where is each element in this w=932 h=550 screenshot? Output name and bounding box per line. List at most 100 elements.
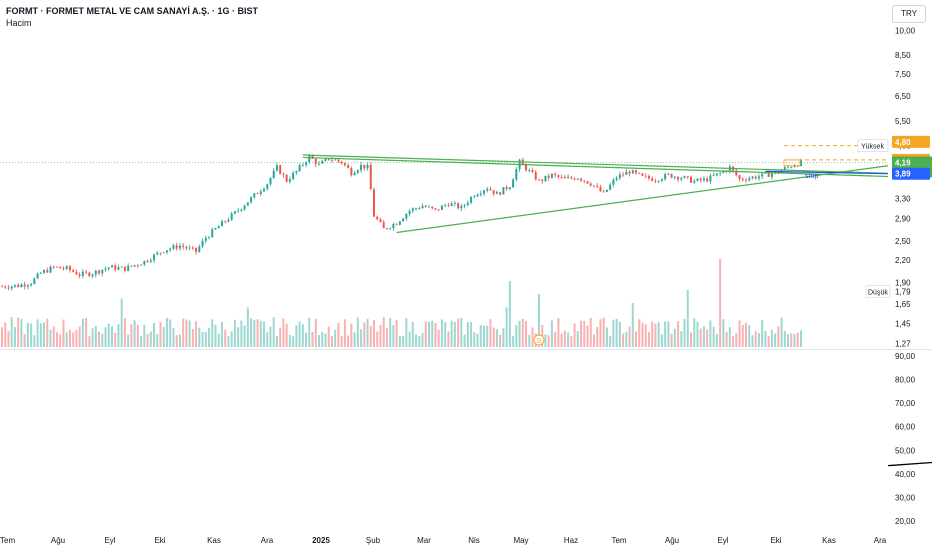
candle-body: [570, 177, 573, 179]
currency-selector[interactable]: TRY: [892, 5, 926, 23]
volume-bar: [505, 307, 508, 347]
candle-body: [382, 222, 385, 229]
candle-body: [298, 165, 301, 171]
price-tick-label: 1,65: [895, 300, 911, 309]
candle-body: [573, 178, 576, 180]
blue-badge-bg: [892, 167, 930, 180]
volume-bar: [563, 330, 566, 347]
candle-body: [609, 184, 612, 190]
candle-body: [712, 175, 715, 177]
volume-bar: [269, 326, 272, 347]
candle-body: [706, 178, 709, 182]
volume-bar: [353, 332, 356, 347]
candle-body: [440, 205, 443, 210]
candle-body: [172, 245, 175, 249]
volume-bar: [398, 335, 401, 347]
volume-bar: [314, 318, 317, 347]
candle-body: [664, 174, 667, 180]
volume-bar: [143, 324, 146, 347]
volume-bar: [204, 332, 207, 347]
time-axis-label: Tem: [611, 536, 626, 545]
candle-body: [75, 271, 78, 275]
volume-bar: [492, 327, 495, 347]
volume-bar: [117, 323, 120, 347]
candle-body: [683, 176, 686, 179]
volume-bar: [673, 329, 676, 347]
volume-bar: [537, 294, 540, 347]
volume-bar: [635, 331, 638, 347]
volume-bar: [722, 319, 725, 347]
candle-body: [466, 202, 469, 205]
volume-bar: [366, 318, 369, 347]
candle-body: [793, 165, 796, 168]
candle-body: [285, 174, 288, 182]
candle-body: [110, 265, 113, 268]
volume-bar: [754, 331, 757, 347]
candle-body: [735, 170, 738, 176]
volume-bar: [686, 289, 689, 347]
candle-body: [318, 163, 321, 165]
candle-body: [657, 180, 660, 182]
price-tick-label: 5,50: [895, 117, 911, 126]
volume-bar: [495, 329, 498, 347]
trendline-upper: [302, 154, 889, 174]
candle-body: [143, 260, 146, 265]
time-axis-label: Ağu: [665, 536, 679, 545]
candle-body: [398, 221, 401, 225]
candle-body: [266, 184, 269, 189]
candle-body: [563, 176, 566, 179]
candle-body: [748, 178, 751, 181]
volume-bar: [479, 325, 482, 347]
candle-body: [376, 216, 379, 220]
volume-bar: [175, 335, 178, 347]
candle-body: [191, 247, 194, 249]
volume-bar: [777, 326, 780, 347]
volume-bar: [644, 324, 647, 347]
volume-bar: [4, 322, 7, 347]
candle-body: [534, 172, 537, 180]
event-marker-label: S: [537, 338, 542, 345]
time-axis-label: Eki: [770, 536, 781, 545]
candle-body: [693, 180, 696, 183]
candle-body: [427, 206, 430, 208]
volume-bar: [521, 318, 524, 347]
volume-bar: [224, 329, 227, 347]
price-tick-label: 8,50: [895, 51, 911, 60]
candle-body: [81, 271, 84, 276]
yuksek-label-bg: [857, 139, 889, 152]
trendline-lower: [396, 165, 889, 234]
volume-bar: [405, 318, 408, 347]
volume-indicator-label[interactable]: Hacim: [6, 18, 32, 28]
candle-body: [463, 204, 466, 207]
volume-bar: [343, 319, 346, 347]
candle-body: [622, 174, 625, 176]
candle-body: [165, 250, 168, 253]
candle-body: [415, 208, 418, 210]
volume-bar: [272, 317, 275, 347]
dusuk-value: 1,79: [895, 287, 911, 296]
volume-bar: [17, 317, 20, 347]
candle-body: [699, 178, 702, 181]
symbol-title: FORMT · FORMET METAL VE CAM SANAYİ A.Ş. …: [6, 6, 259, 16]
candle-body: [453, 203, 456, 205]
volume-bar: [418, 336, 421, 347]
volume-bar: [489, 319, 492, 347]
candle-body: [667, 173, 670, 175]
candle-body: [722, 171, 725, 173]
candle-body: [175, 245, 178, 249]
volume-bar: [460, 317, 463, 347]
volume-bar: [130, 324, 133, 347]
volume-bar: [23, 334, 26, 347]
candle-body: [790, 166, 793, 168]
volume-bar: [10, 317, 13, 347]
candle-body: [120, 266, 123, 268]
candle-body: [204, 238, 207, 241]
candle-body: [275, 165, 278, 171]
volume-bar: [36, 319, 39, 347]
candle-body: [279, 165, 282, 174]
volume-bar: [311, 331, 314, 347]
candle-body: [123, 266, 126, 271]
candle-body: [220, 221, 223, 227]
candle-body: [612, 179, 615, 185]
